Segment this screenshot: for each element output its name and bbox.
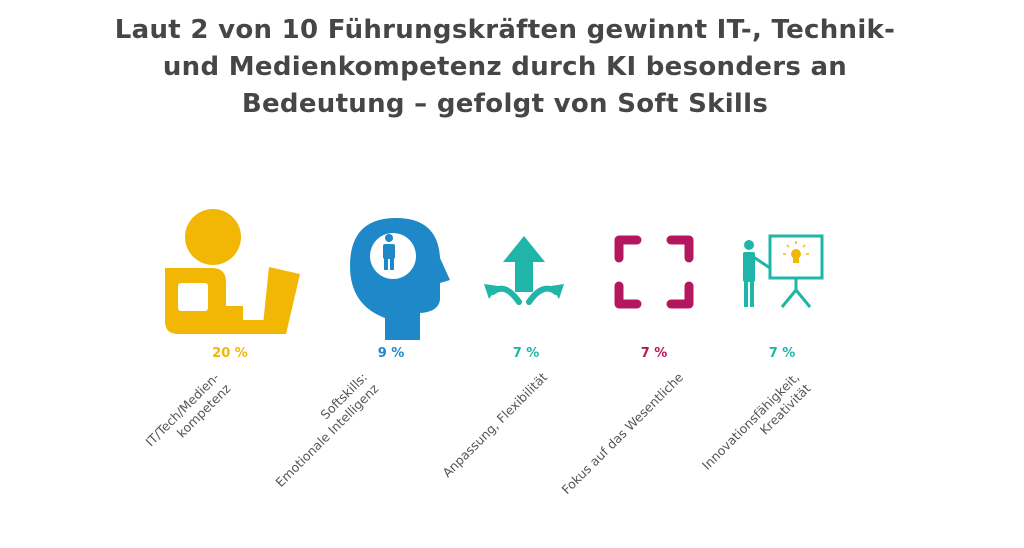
value-label: 9 % <box>378 346 405 361</box>
chart-title: Laut 2 von 10 Führungskräften gewinnt IT… <box>90 12 920 123</box>
category-label: Fokus auf das Wesentliche <box>559 369 687 497</box>
category-label-line: Anpassung, Flexibilität <box>439 369 550 480</box>
value-label: 20 % <box>212 346 248 361</box>
category-label-line: Innovationsfähigkeit, <box>699 370 802 473</box>
title-line-1: Laut 2 von 10 Führungskräften gewinnt IT… <box>114 15 896 45</box>
value-label: 7 % <box>513 346 540 361</box>
focus-frame-icon <box>614 235 694 309</box>
person-at-laptop-icon <box>165 209 300 334</box>
value-label: 7 % <box>641 346 668 361</box>
value-label: 7 % <box>769 346 796 361</box>
presentation-idea-icon <box>743 234 824 308</box>
category-label: Softskills:Emotionale Intelligenz <box>272 370 381 490</box>
category-label-line: Fokus auf das Wesentliche <box>559 369 687 497</box>
title-line-2: und Medienkompetenz durch KI besonders a… <box>162 52 848 82</box>
category-label-line: Emotionale Intelligenz <box>272 381 381 490</box>
chart-labels: 20 % IT/Tech/Medien-kompetenz 9 % Softskill… <box>142 346 813 497</box>
head-with-person-icon <box>350 218 450 340</box>
category-label: IT/Tech/Medien-kompetenz <box>142 370 233 450</box>
diverging-arrows-icon <box>484 236 564 305</box>
category-label: Anpassung, Flexibilität <box>439 369 550 480</box>
category-label: Innovationsfähigkeit,Kreativität <box>699 370 814 473</box>
title-line-3: Bedeutung – gefolgt von Soft Skills <box>241 89 769 119</box>
